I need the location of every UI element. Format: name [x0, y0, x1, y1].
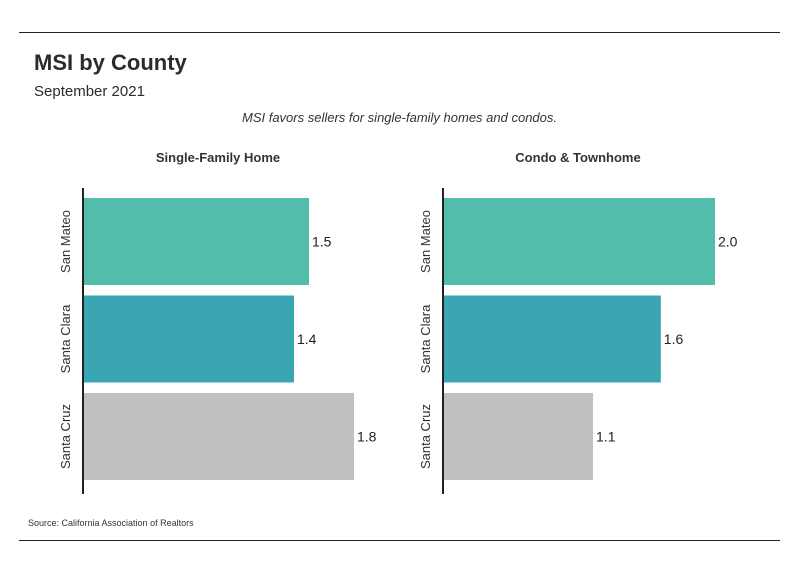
bar-condo-san-mateo [444, 198, 715, 285]
chart-headline: MSI favors sellers for single-family hom… [241, 110, 557, 125]
bar-single-family-santa-clara [84, 295, 294, 383]
bar-single-family-santa-cruz [84, 393, 354, 480]
category-label-condo-santa-cruz: Santa Cruz [418, 404, 433, 469]
value-label-condo-san-mateo: 2.0 [718, 234, 738, 250]
value-label-condo-santa-cruz: 1.1 [596, 429, 616, 445]
value-label-single-family-santa-clara: 1.4 [297, 331, 317, 347]
source-note: Source: California Association of Realto… [28, 518, 194, 528]
page-subtitle: September 2021 [34, 83, 145, 100]
value-label-condo-santa-clara: 1.6 [664, 331, 684, 347]
page-title: MSI by County [34, 50, 187, 75]
category-label-condo-san-mateo: San Mateo [418, 210, 433, 273]
panel-title-condo: Condo & Townhome [515, 150, 641, 165]
value-label-single-family-santa-cruz: 1.8 [357, 429, 377, 445]
bar-condo-santa-cruz [444, 393, 594, 480]
bar-condo-santa-clara [444, 295, 661, 383]
top-rule [19, 32, 780, 33]
category-label-single-family-san-mateo: San Mateo [58, 210, 73, 273]
category-label-single-family-santa-clara: Santa Clara [58, 304, 73, 373]
bottom-rule [19, 540, 780, 541]
category-label-single-family-santa-cruz: Santa Cruz [58, 404, 73, 469]
value-label-single-family-san-mateo: 1.5 [312, 234, 332, 250]
bar-single-family-san-mateo [84, 198, 309, 285]
panel-title-single-family: Single-Family Home [155, 150, 281, 165]
category-label-condo-santa-clara: Santa Clara [418, 304, 433, 373]
